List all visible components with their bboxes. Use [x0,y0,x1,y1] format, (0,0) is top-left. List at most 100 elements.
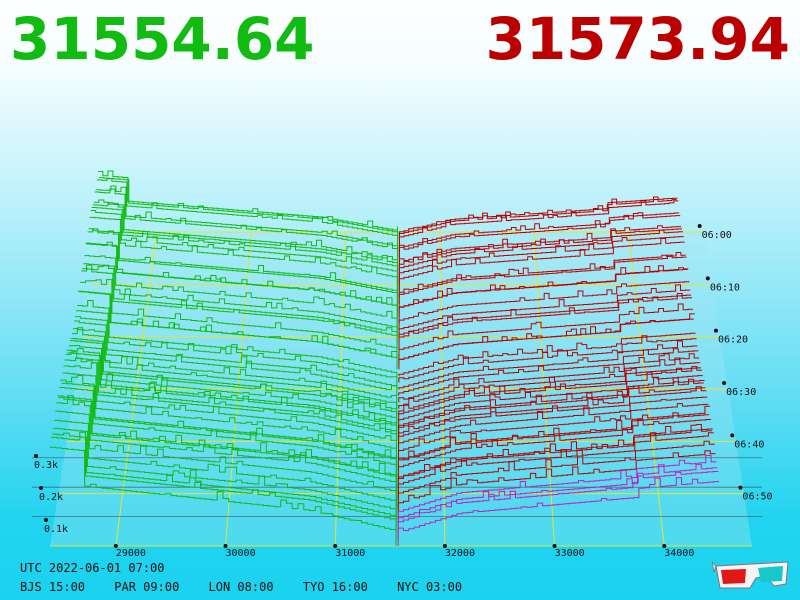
bid-depth-line [94,188,398,265]
bid-depth-line [72,328,398,403]
ask-depth-line [398,197,678,246]
ask-depth-line [398,396,708,461]
bid-depth-line [73,320,398,396]
bid-depth-line [65,351,398,448]
ask-price: 31573.94 [485,5,790,73]
ask-depth-line [397,432,714,507]
bid-depth-line [66,348,398,442]
bid-depth-line [75,316,398,389]
bid-depth-line [80,279,398,357]
ask-depth-line [398,212,680,259]
ask-depth-line [398,293,692,350]
price-tick [662,544,667,548]
ask-depth-line [397,403,709,468]
bid-depth-line [90,210,398,291]
bid-depth-line [98,177,399,239]
time-tick [722,381,727,385]
bid-depth-line [82,264,398,344]
depth-axis: 0.1k 0.2k 0.3k [34,454,68,535]
ask-depth-line [398,376,705,442]
bid-depth-series [50,170,399,546]
time-tick-label: 06:50 [742,492,772,503]
ask-depth-line [398,236,684,291]
bid-depth-line [97,170,399,246]
ask-depth-line [397,424,712,494]
price-axis: 29000 30000 31000 32000 33000 34000 [113,544,694,559]
utc-time: UTC 2022-06-01 07:00 [20,561,165,575]
clock-london: LON 08:00 [208,580,274,594]
ask-depth-line [397,412,710,475]
bid-depth-line [88,228,398,304]
ask-depth-line [398,238,685,298]
bid-depth-line [83,263,398,337]
bid-depth-line [58,396,397,494]
price-tick-label: 31000 [335,548,365,559]
world-clocks: BJS 15:00 PAR 09:00 LON 08:00 TYO 16:00 … [20,580,484,594]
bid-depth-line [53,427,397,527]
time-tick-label: 06:30 [726,387,756,398]
time-tick [738,485,743,490]
ask-depth-line [398,266,689,324]
price-tick-label: 32000 [445,548,475,559]
ask-depth-line [397,405,711,481]
ask-depth-line [398,366,702,422]
bid-price: 31554.64 [10,5,315,73]
bid-depth-line [64,357,397,455]
ask-depth-line [398,281,690,331]
ask-depth-line [398,348,699,396]
bid-depth-line [60,375,397,481]
bid-depth-line [85,242,398,324]
bid-depth-line [52,432,397,533]
bid-depth-line [63,362,397,461]
bid-depth-line [54,419,397,520]
price-tick [442,544,447,548]
bid-depth-line [50,446,397,546]
bid-depth-line [95,185,399,259]
clock-beijing: BJS 15:00 [20,580,86,594]
depth-tick [44,518,48,522]
bid-depth-line [57,395,397,501]
time-tick-label: 06:40 [734,439,764,450]
time-tick [713,328,718,333]
ask-depth-line [397,440,715,514]
bid-depth-line [81,264,398,350]
price-tick-label: 34000 [664,548,694,559]
ask-depth-line [399,196,677,239]
3d-glasses-icon[interactable] [712,558,792,592]
bid-depth-line [59,386,397,488]
bid-depth-line [71,327,398,409]
ask-depth-line [398,252,686,304]
depth-tick [34,454,38,458]
ask-depth-line [398,212,681,265]
ask-depth-line [398,229,683,285]
ask-depth-line [397,471,719,540]
ask-depth-series [397,196,720,546]
time-tick-label: 06:00 [702,230,732,241]
depth-tick-label: 0.3k [34,460,58,471]
bid-depth-line [62,372,397,468]
time-tick-label: 06:20 [718,335,748,346]
ask-depth-line [398,228,682,278]
ask-depth-line [398,353,700,403]
ask-depth-line [398,284,691,337]
clock-new-york: NYC 03:00 [397,580,463,594]
time-tick [730,433,735,438]
ask-depth-line [397,426,713,501]
time-axis: 06:00 06:10 06:20 06:30 06:40 06:50 [697,224,773,503]
bid-depth-line [84,255,398,331]
bid-depth-line [51,431,397,540]
price-tick-label: 30000 [226,548,256,559]
time-tick [705,276,710,281]
ask-depth-line [397,477,720,546]
bid-depth-line [89,216,398,298]
ask-depth-line [398,377,704,435]
ask-depth-line [397,419,711,488]
price-tick [113,544,118,548]
ask-depth-line [398,386,707,455]
bid-depth-line [78,290,398,370]
ask-depth-line [397,450,716,520]
clock-paris: PAR 09:00 [114,580,180,594]
bid-depth-line [91,206,398,285]
time-tick-label: 06:10 [710,282,740,293]
